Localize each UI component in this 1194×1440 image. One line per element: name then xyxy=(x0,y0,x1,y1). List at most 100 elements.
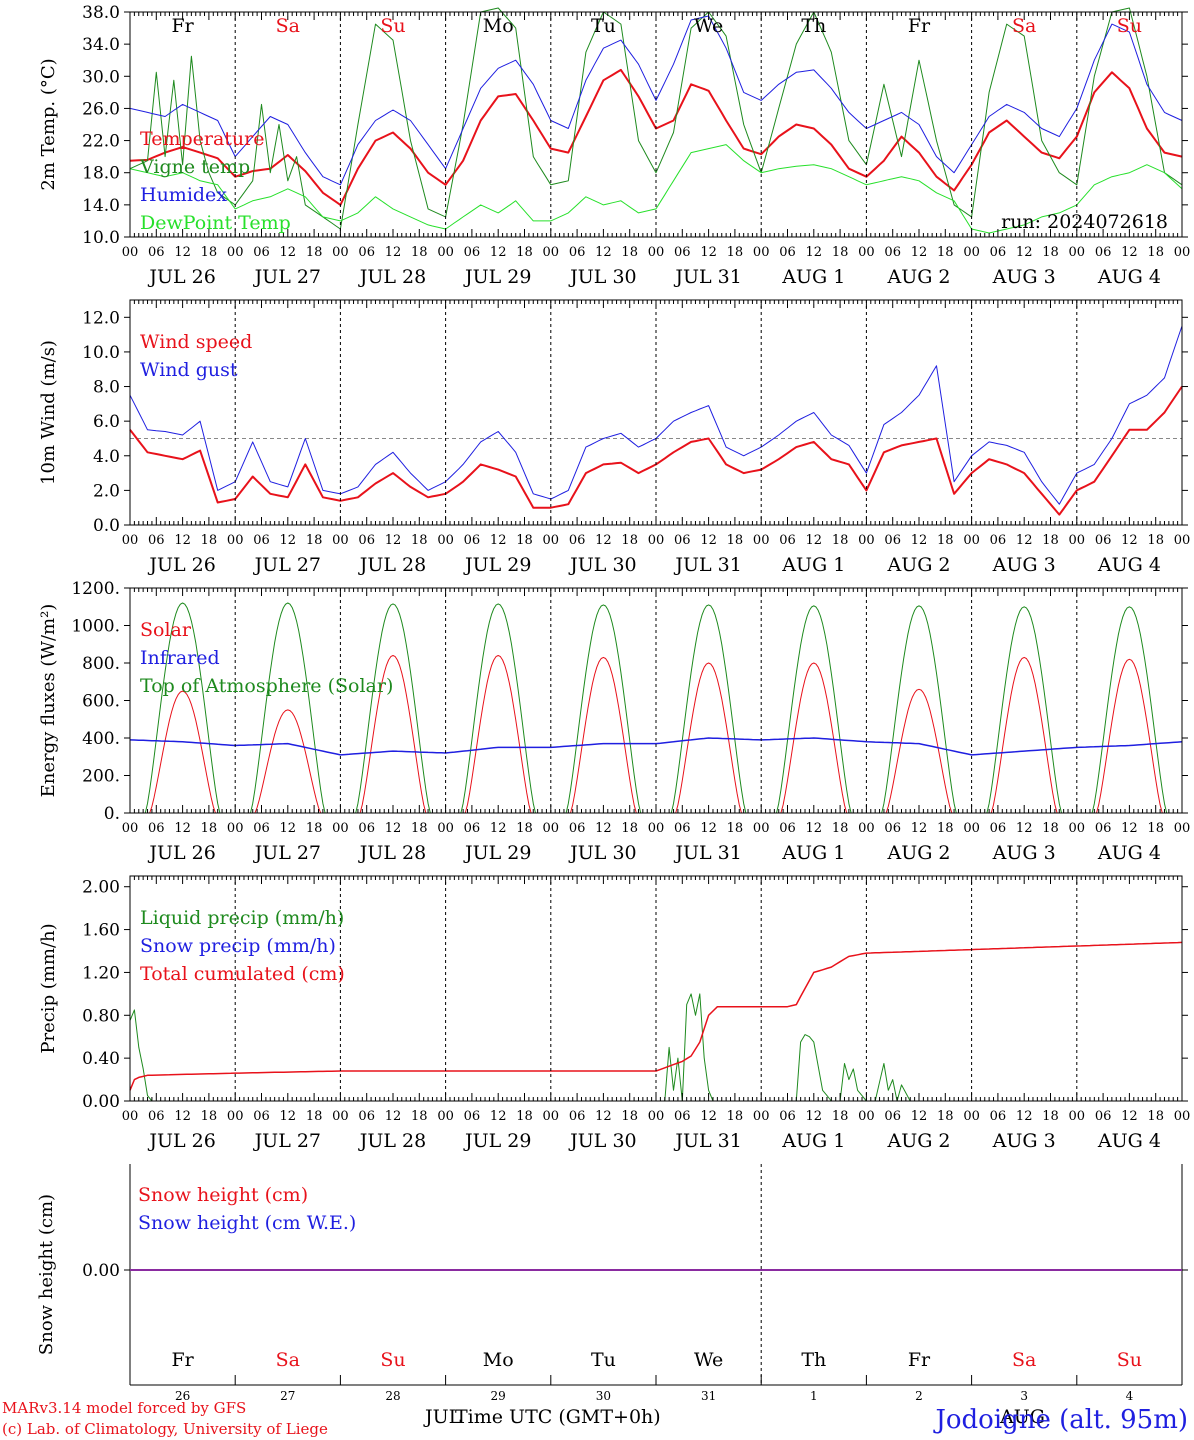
legend-entry: Top of Atmosphere (Solar) xyxy=(140,675,393,697)
date-label: JUL 29 xyxy=(463,554,531,576)
day-of-week-label: Fr xyxy=(171,15,194,37)
series-line xyxy=(129,15,1183,186)
hour-tick-label: 00 xyxy=(122,821,139,836)
hour-tick-label: 06 xyxy=(674,245,691,260)
date-label: JUL 29 xyxy=(463,1130,531,1152)
hour-tick-label: 12 xyxy=(280,821,297,836)
day-of-week-label: Th xyxy=(801,1349,826,1371)
wind-panel: 0.0 2.0 4.0 6.0 8.0 10.0 12.0 10m Wind (m/s) 00 0… xyxy=(38,299,1190,576)
hour-tick-label: 12 xyxy=(174,533,191,548)
date-label: JUL 31 xyxy=(673,842,741,864)
hour-tick-label: 00 xyxy=(227,821,244,836)
day-number-label: 31 xyxy=(701,1389,716,1403)
station-label: Jodoigne (alt. 95m) xyxy=(932,1405,1188,1435)
legend-entry: Wind gust xyxy=(140,359,238,381)
date-label: AUG 1 xyxy=(781,554,845,576)
month-jul-label: JUL xyxy=(423,1406,462,1428)
y-tick-label: 0.00 xyxy=(82,1261,120,1281)
day-of-week-label: Tu xyxy=(591,15,616,37)
hour-tick-label: 12 xyxy=(280,533,297,548)
day-number-label: 3 xyxy=(1020,1389,1028,1403)
day-of-week-label: Sa xyxy=(1012,1349,1036,1371)
hour-tick-label: 00 xyxy=(122,533,139,548)
hour-tick-label: 18 xyxy=(832,245,849,260)
date-label: JUL 28 xyxy=(358,266,426,288)
hour-tick-label: 06 xyxy=(148,245,165,260)
y-tick-label: 4.0 xyxy=(93,447,120,467)
hour-tick-label: 12 xyxy=(595,245,612,260)
y-tick-label: 6.0 xyxy=(93,412,120,432)
hour-tick-label: 06 xyxy=(674,533,691,548)
hour-tick-label: 18 xyxy=(411,533,428,548)
hour-tick-label: 00 xyxy=(648,245,665,260)
plot-frame xyxy=(129,299,1183,526)
day-of-week-label: Fr xyxy=(908,15,931,37)
legend-entry: Humidex xyxy=(140,184,227,206)
day-number-label: 27 xyxy=(280,1389,295,1403)
hour-tick-label: 18 xyxy=(832,1109,849,1124)
day-of-week-label: Su xyxy=(1117,1349,1142,1371)
model-credit: MARv3.14 model forced by GFS xyxy=(2,1399,246,1417)
hour-tick-label: 00 xyxy=(122,1109,139,1124)
hour-tick-label: 18 xyxy=(516,1109,533,1124)
hour-tick-label: 06 xyxy=(358,533,375,548)
y-tick-label: 200. xyxy=(82,767,120,787)
hour-tick-label: 12 xyxy=(490,245,507,260)
legend-entry: Vigne temp xyxy=(139,156,250,178)
hour-tick-label: 00 xyxy=(227,1109,244,1124)
x-axis-title: Time UTC (GMT+0h) xyxy=(455,1406,661,1428)
hour-tick-label: 12 xyxy=(700,533,717,548)
hour-tick-label: 06 xyxy=(884,533,901,548)
legend-entry: Liquid precip (mm/h) xyxy=(140,907,344,929)
hour-tick-label: 18 xyxy=(832,533,849,548)
series-line xyxy=(129,144,1183,234)
hour-tick-label: 06 xyxy=(358,1109,375,1124)
y-tick-label: 10.0 xyxy=(82,228,120,248)
hour-tick-label: 12 xyxy=(1016,533,1033,548)
y-tick-label: 0.40 xyxy=(82,1049,120,1069)
day-of-week-label: Mo xyxy=(483,15,514,37)
series-line xyxy=(129,737,1183,756)
hour-tick-label: 00 xyxy=(858,821,875,836)
hour-tick-label: 12 xyxy=(911,533,928,548)
hour-tick-label: 06 xyxy=(253,821,270,836)
date-label: AUG 1 xyxy=(781,1130,845,1152)
hour-tick-label: 18 xyxy=(621,821,638,836)
y-tick-label: 34.0 xyxy=(82,35,120,55)
hour-tick-label: 00 xyxy=(963,245,980,260)
hour-tick-label: 00 xyxy=(753,821,770,836)
date-label: JUL 30 xyxy=(568,554,636,576)
date-label: AUG 4 xyxy=(1097,266,1161,288)
day-number-label: 2 xyxy=(915,1389,923,1403)
hour-tick-label: 00 xyxy=(227,245,244,260)
legend-entry: Total cumulated (cm) xyxy=(140,963,345,985)
date-label: JUL 29 xyxy=(463,266,531,288)
y-tick-label: 1000. xyxy=(71,617,120,637)
y-tick-label: 10.0 xyxy=(82,343,120,363)
hour-tick-label: 06 xyxy=(464,533,481,548)
hour-tick-label: 18 xyxy=(1042,533,1059,548)
hour-tick-label: 12 xyxy=(700,821,717,836)
y-axis-title: 2m Temp. (°C) xyxy=(38,58,59,190)
hour-tick-label: 00 xyxy=(753,533,770,548)
day-of-week-label: We xyxy=(694,1349,723,1371)
temperature-panel: 10.0 14.0 18.0 22.0 26.0 30.0 34.0 38.0 2m Temp.… xyxy=(38,3,1190,288)
hour-tick-label: 18 xyxy=(201,1109,218,1124)
hour-tick-label: 18 xyxy=(1042,245,1059,260)
hour-tick-label: 18 xyxy=(306,821,323,836)
hour-tick-label: 00 xyxy=(753,1109,770,1124)
day-of-week-label: Sa xyxy=(1012,15,1036,37)
date-label: JUL 30 xyxy=(568,1130,636,1152)
hour-tick-label: 06 xyxy=(779,245,796,260)
hour-tick-label: 00 xyxy=(122,245,139,260)
hour-tick-label: 12 xyxy=(806,533,823,548)
hour-tick-label: 00 xyxy=(437,533,454,548)
hour-tick-label: 18 xyxy=(516,533,533,548)
hour-tick-label: 00 xyxy=(648,533,665,548)
date-label: AUG 4 xyxy=(1097,554,1161,576)
date-label: AUG 3 xyxy=(992,1130,1056,1152)
hour-tick-label: 06 xyxy=(884,821,901,836)
footer: MARv3.14 model forced by GFS (c) Lab. of… xyxy=(2,1399,1188,1438)
hour-tick-label: 12 xyxy=(911,821,928,836)
hour-tick-label: 12 xyxy=(911,1109,928,1124)
